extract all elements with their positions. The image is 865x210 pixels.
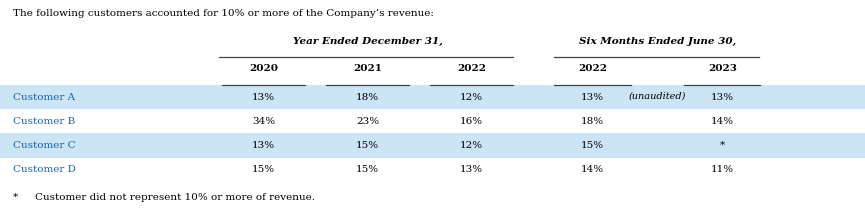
Text: 15%: 15% <box>356 141 379 150</box>
Text: 23%: 23% <box>356 117 379 126</box>
Text: 15%: 15% <box>581 141 604 150</box>
Text: 11%: 11% <box>711 165 734 174</box>
Text: (unaudited): (unaudited) <box>629 91 686 100</box>
Bar <box>0 133 865 158</box>
Text: 16%: 16% <box>460 117 483 126</box>
Text: 18%: 18% <box>581 117 604 126</box>
Text: 34%: 34% <box>253 117 275 126</box>
Text: Customer A: Customer A <box>13 93 75 102</box>
Text: Customer B: Customer B <box>13 117 75 126</box>
Text: 2023: 2023 <box>708 64 737 73</box>
Text: 13%: 13% <box>581 93 604 102</box>
Text: 13%: 13% <box>253 93 275 102</box>
Text: 2021: 2021 <box>353 64 382 73</box>
Text: 12%: 12% <box>460 141 483 150</box>
Text: 15%: 15% <box>253 165 275 174</box>
Text: Year Ended December 31,: Year Ended December 31, <box>292 37 443 46</box>
Text: *: * <box>13 193 18 202</box>
Text: 2022: 2022 <box>457 64 486 73</box>
Text: Six Months Ended June 30,: Six Months Ended June 30, <box>579 37 736 46</box>
Text: 13%: 13% <box>460 165 483 174</box>
Text: 2022: 2022 <box>578 64 607 73</box>
Text: Customer C: Customer C <box>13 141 75 150</box>
Text: *: * <box>720 141 725 150</box>
Text: 18%: 18% <box>356 93 379 102</box>
Text: 13%: 13% <box>253 141 275 150</box>
Text: Customer D: Customer D <box>13 165 76 174</box>
Text: 13%: 13% <box>711 93 734 102</box>
Bar <box>0 85 865 109</box>
Text: 15%: 15% <box>356 165 379 174</box>
Text: Customer did not represent 10% or more of revenue.: Customer did not represent 10% or more o… <box>35 193 315 202</box>
Text: 14%: 14% <box>711 117 734 126</box>
Text: 12%: 12% <box>460 93 483 102</box>
Text: 14%: 14% <box>581 165 604 174</box>
Text: The following customers accounted for 10% or more of the Company’s revenue:: The following customers accounted for 10… <box>13 9 434 18</box>
Text: 2020: 2020 <box>249 64 279 73</box>
